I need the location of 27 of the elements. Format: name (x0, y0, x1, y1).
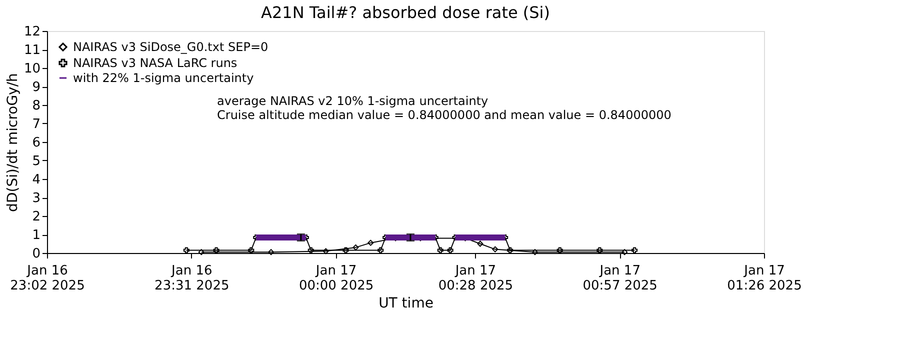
annotation: Cruise altitude median value = 0.84000000 and mean value = 0.84000000 (217, 108, 672, 122)
y-tick-label: 3 (32, 191, 40, 206)
legend-label: NAIRAS v3 SiDose_G0.txt SEP=0 (73, 40, 268, 54)
x-tick-label: Jan 17 00:28 2025 (438, 264, 514, 294)
y-tick-label: 7 (32, 117, 40, 132)
y-tick-label: 8 (32, 98, 40, 114)
y-tick-label: 1 (32, 228, 40, 243)
annotation: average NAIRAS v2 10% 1-sigma uncertainty (217, 94, 488, 108)
y-tick-label: 4 (32, 172, 40, 188)
x-tick-label: Jan 17 00:57 2025 (582, 264, 658, 294)
legend-label: with 22% 1-sigma uncertainty (73, 71, 254, 85)
y-axis-title: dD(Si)/dt microGy/h (4, 73, 21, 212)
y-tick-label: 11 (24, 43, 40, 58)
y-tick-label: 9 (32, 80, 40, 95)
y-tick-label: 6 (32, 136, 40, 150)
y-tick-label: 5 (32, 154, 40, 169)
x-tick-label: Jan 17 00:00 2025 (298, 264, 374, 294)
y-tick-label: 12 (24, 24, 40, 40)
chart-title: A21N Tail#? absorbed dose rate (Si) (261, 3, 550, 22)
x-tick-label: Jan 16 23:31 2025 (154, 264, 230, 294)
x-axis-title: UT time (378, 296, 434, 312)
y-tick-label: 10 (24, 62, 40, 76)
legend-label: NAIRAS v3 NASA LaRC runs (73, 56, 238, 70)
y-tick-label: 2 (32, 210, 40, 224)
x-tick-label: Jan 17 01:26 2025 (727, 264, 802, 294)
y-tick-label: 0 (32, 246, 40, 262)
x-tick-label: Jan 16 23:02 2025 (10, 264, 85, 294)
